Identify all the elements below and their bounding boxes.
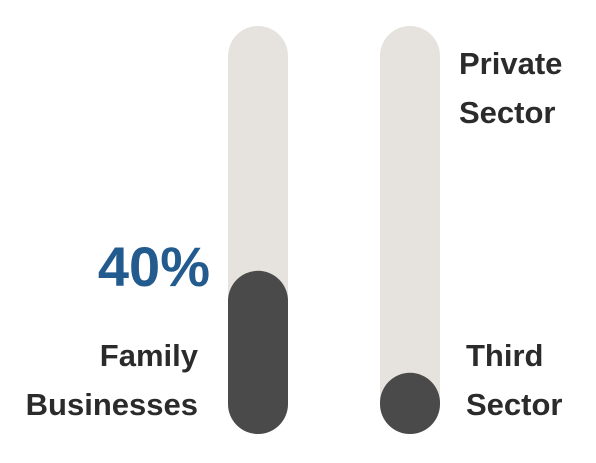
bar bbox=[380, 372, 440, 434]
bar bbox=[228, 270, 288, 434]
track bbox=[380, 26, 440, 434]
category-label: Third Sector bbox=[466, 338, 563, 422]
track-label: Private Sector bbox=[459, 46, 563, 130]
category-label: Family Businesses bbox=[25, 338, 198, 422]
value-label: 40% bbox=[97, 234, 210, 298]
